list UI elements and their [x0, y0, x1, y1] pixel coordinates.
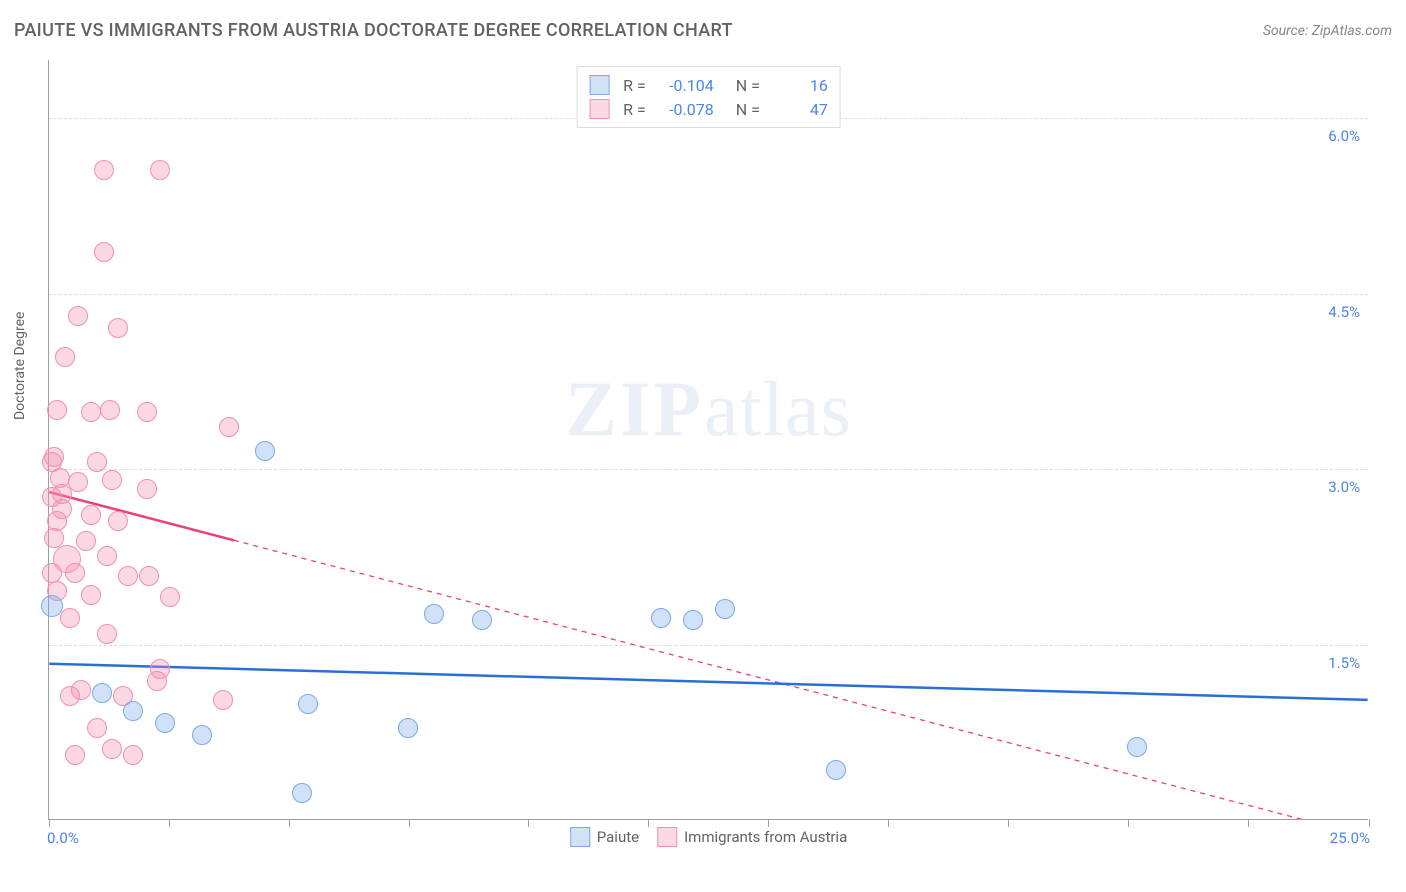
legend-r-label: R =: [623, 100, 646, 119]
legend-n-val-paiute: 16: [768, 76, 828, 95]
x-tick: [888, 819, 889, 827]
y-tick-label: 6.0%: [1328, 127, 1360, 145]
chart-header: PAIUTE VS IMMIGRANTS FROM AUSTRIA DOCTOR…: [14, 20, 1392, 41]
gridline: [49, 294, 1368, 295]
scatter-point: [44, 528, 64, 548]
scatter-point: [472, 610, 492, 630]
scatter-point: [292, 783, 312, 803]
scatter-point: [87, 452, 107, 472]
scatter-point: [47, 400, 67, 420]
scatter-point: [147, 671, 167, 691]
chart-plot-area: ZIPatlas 1.5%3.0%4.5%6.0% 0.0% 25.0% R =…: [48, 60, 1368, 820]
scatter-point: [108, 511, 128, 531]
scatter-point: [76, 531, 96, 551]
scatter-point: [137, 479, 157, 499]
series-legend: Paiute Immigrants from Austria: [570, 827, 847, 847]
x-tick: [528, 819, 529, 827]
x-tick: [1248, 819, 1249, 827]
scatter-point: [65, 563, 85, 583]
y-tick-label: 1.5%: [1328, 654, 1360, 672]
x-max-label: 25.0%: [1330, 829, 1370, 847]
legend-item-austria: Immigrants from Austria: [657, 827, 847, 847]
scatter-point: [192, 725, 212, 745]
correlation-legend: R = -0.104 N = 16 R = -0.078 N = 47: [576, 66, 841, 128]
scatter-point: [255, 441, 275, 461]
legend-r-val-austria: -0.078: [654, 100, 714, 119]
scatter-point: [100, 400, 120, 420]
x-min-label: 0.0%: [47, 829, 79, 847]
scatter-point: [424, 604, 444, 624]
x-tick: [409, 819, 410, 827]
scatter-point: [102, 739, 122, 759]
legend-row-paiute: R = -0.104 N = 16: [589, 73, 828, 97]
gridline: [49, 469, 1368, 470]
chart-title: PAIUTE VS IMMIGRANTS FROM AUSTRIA DOCTOR…: [14, 20, 733, 41]
scatter-point: [651, 608, 671, 628]
x-tick: [768, 819, 769, 827]
scatter-point: [155, 713, 175, 733]
legend-row-austria: R = -0.078 N = 47: [589, 97, 828, 121]
legend-r-val-paiute: -0.104: [654, 76, 714, 95]
scatter-point: [160, 587, 180, 607]
y-tick-label: 4.5%: [1328, 303, 1360, 321]
legend-r-label: R =: [623, 76, 646, 95]
scatter-point: [60, 608, 80, 628]
x-tick: [1008, 819, 1009, 827]
source-text: Source: ZipAtlas.com: [1263, 23, 1392, 39]
y-axis-label: Doctorate Degree: [12, 312, 28, 420]
scatter-point: [81, 402, 101, 422]
scatter-point: [102, 470, 122, 490]
legend-swatch-austria: [657, 827, 677, 847]
legend-swatch-paiute: [589, 75, 609, 95]
scatter-point: [123, 745, 143, 765]
x-tick: [1128, 819, 1129, 827]
scatter-point: [94, 160, 114, 180]
legend-swatch-paiute: [570, 827, 590, 847]
gridline: [49, 645, 1368, 646]
watermark-zip: ZIP: [565, 365, 704, 452]
scatter-point: [92, 683, 112, 703]
scatter-point: [219, 417, 239, 437]
scatter-point: [81, 585, 101, 605]
scatter-point: [213, 690, 233, 710]
x-tick: [1369, 819, 1370, 827]
scatter-point: [298, 694, 318, 714]
legend-n-val-austria: 47: [768, 100, 828, 119]
scatter-point: [826, 760, 846, 780]
legend-item-paiute: Paiute: [570, 827, 639, 847]
scatter-point: [42, 487, 62, 507]
scatter-point: [68, 306, 88, 326]
scatter-point: [81, 505, 101, 525]
legend-label-paiute: Paiute: [597, 828, 639, 846]
x-tick: [49, 819, 50, 827]
x-tick: [648, 819, 649, 827]
scatter-point: [150, 160, 170, 180]
legend-swatch-austria: [589, 99, 609, 119]
scatter-point: [94, 242, 114, 262]
scatter-point: [41, 595, 63, 617]
scatter-point: [65, 745, 85, 765]
scatter-point: [97, 624, 117, 644]
watermark-atlas: atlas: [704, 365, 852, 452]
legend-n-label: N =: [736, 76, 760, 95]
watermark: ZIPatlas: [565, 364, 852, 454]
x-tick: [169, 819, 170, 827]
scatter-point: [97, 546, 117, 566]
legend-label-austria: Immigrants from Austria: [684, 828, 847, 846]
scatter-point: [87, 718, 107, 738]
y-tick-label: 3.0%: [1328, 478, 1360, 496]
scatter-point: [123, 701, 143, 721]
scatter-point: [108, 318, 128, 338]
x-tick: [289, 819, 290, 827]
scatter-point: [60, 686, 80, 706]
scatter-point: [715, 599, 735, 619]
scatter-point: [398, 718, 418, 738]
scatter-point: [118, 566, 138, 586]
scatter-point: [137, 402, 157, 422]
scatter-point: [55, 347, 75, 367]
scatter-point: [683, 610, 703, 630]
scatter-point: [139, 566, 159, 586]
legend-n-label: N =: [736, 100, 760, 119]
scatter-point: [1127, 737, 1147, 757]
